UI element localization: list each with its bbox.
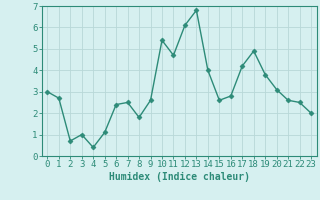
X-axis label: Humidex (Indice chaleur): Humidex (Indice chaleur) [109,172,250,182]
